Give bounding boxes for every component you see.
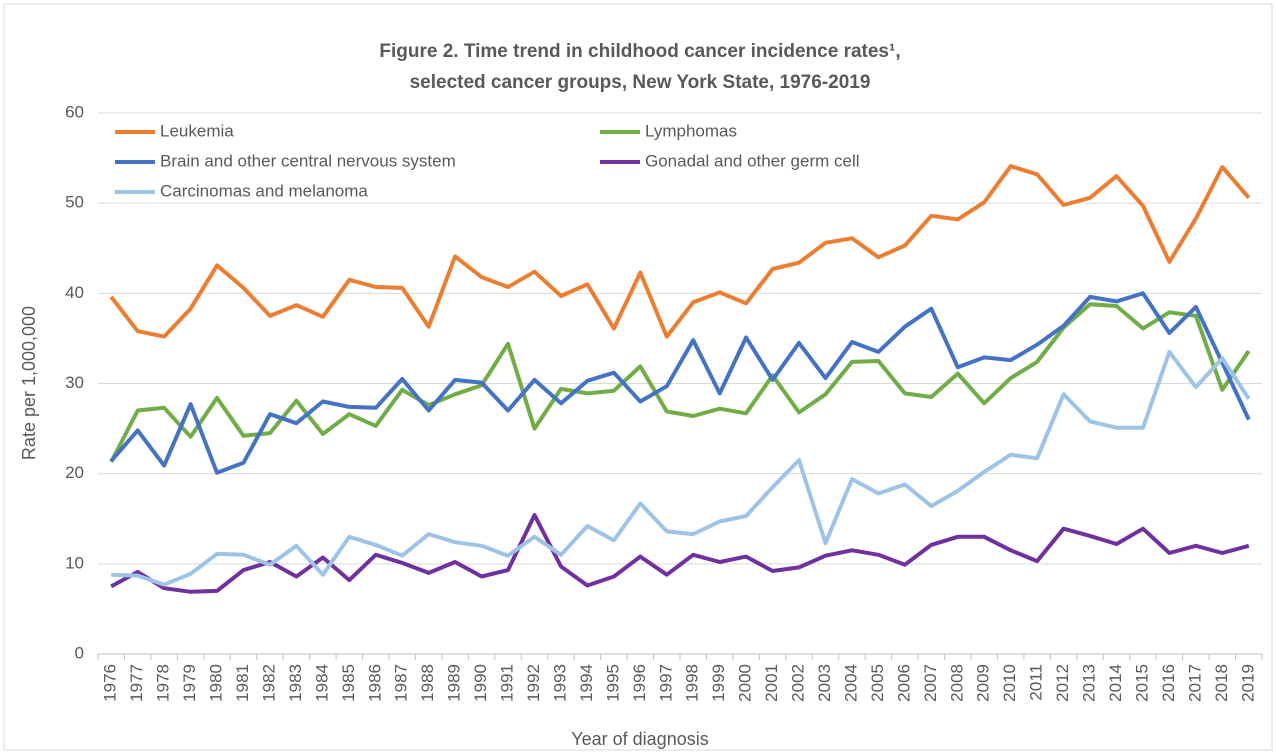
x-tick-label: 1999 [709,664,728,702]
y-tick-label: 50 [65,193,84,212]
x-tick-label: 1992 [524,664,543,702]
chart-frame [3,3,1273,751]
x-tick-label: 1979 [180,664,199,702]
x-tick-label: 1982 [259,664,278,702]
x-tick-label: 2008 [947,664,966,702]
x-tick-label: 1991 [498,664,517,702]
legend-label: Carcinomas and melanoma [160,181,368,200]
x-tick-label: 1984 [312,664,331,702]
legend-label: Brain and other central nervous system [160,151,456,170]
x-tick-label: 2017 [1185,664,1204,702]
x-tick-label: 2019 [1238,664,1257,702]
legend-label: Lymphomas [645,121,737,140]
x-tick-label: 2009 [974,664,993,702]
x-tick-label: 2005 [868,664,887,702]
x-tick-label: 2001 [762,664,781,702]
x-tick-label: 2014 [1106,664,1125,702]
x-tick-label: 1990 [471,664,490,702]
x-tick-label: 1997 [656,664,675,702]
series-line [111,349,1251,587]
x-tick-label: 2015 [1132,664,1151,702]
chart-title: Figure 2. Time trend in childhood cancer… [379,41,900,62]
x-tick-label: 2012 [1053,664,1072,702]
x-tick-label: 1996 [630,664,649,702]
series-line [109,291,1251,475]
series-line [109,302,1251,463]
y-tick-label: 60 [65,102,84,121]
y-axis-title: Rate per 1,000,000 [19,306,39,460]
x-tick-label: 1986 [365,664,384,702]
x-tick-label: 2000 [736,664,755,702]
x-tick-label: 2004 [841,664,860,702]
y-tick-label: 0 [75,643,84,662]
series-line [110,513,1250,594]
x-tick-label: 2007 [921,664,940,702]
x-tick-label: 1993 [550,664,569,702]
x-tick-label: 1985 [339,664,358,702]
x-axis-title: Year of diagnosis [571,729,708,749]
x-tick-label: 1998 [683,664,702,702]
x-tick-label: 2003 [815,664,834,702]
x-tick-label: 1989 [445,664,464,702]
x-tick-label: 1988 [418,664,437,702]
x-tick-label: 1976 [101,664,120,702]
y-tick-label: 40 [65,283,84,302]
legend-label: Gonadal and other germ cell [645,151,860,170]
x-tick-label: 1983 [286,664,305,702]
x-tick-label: 1978 [154,664,173,702]
series-line [109,164,1251,339]
x-tick-label: 1995 [603,664,622,702]
x-tick-label: 2006 [894,664,913,702]
x-tick-label: 2013 [1080,664,1099,702]
x-tick-label: 1980 [207,664,226,702]
x-tick-label: 1994 [577,664,596,702]
x-tick-label: 2018 [1212,664,1231,702]
x-tick-label: 2016 [1159,664,1178,702]
y-tick-label: 30 [65,373,84,392]
x-tick-label: 1981 [233,664,252,702]
legend-label: Leukemia [160,121,234,140]
y-tick-label: 20 [65,463,84,482]
x-tick-label: 2011 [1027,664,1046,701]
x-tick-label: 2010 [1000,664,1019,702]
y-tick-label: 10 [65,553,84,572]
x-tick-label: 1977 [127,664,146,702]
x-tick-label: 1987 [392,664,411,702]
x-tick-label: 2002 [789,664,808,702]
chart-title: selected cancer groups, New York State, … [410,72,871,93]
